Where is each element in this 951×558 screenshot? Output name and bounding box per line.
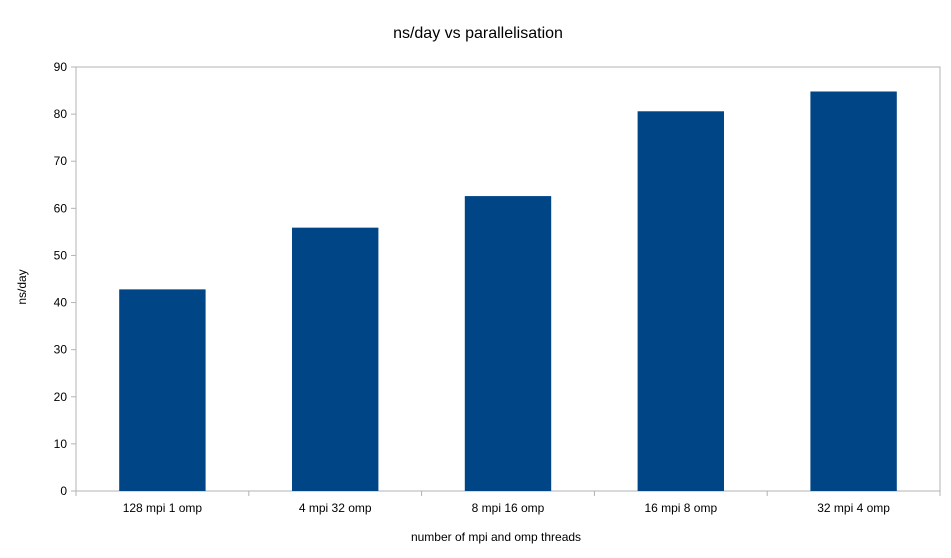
- chart-title: ns/day vs parallelisation: [393, 25, 563, 42]
- y-axis-label: ns/day: [15, 269, 29, 304]
- x-tick-label: 16 mpi 8 omp: [644, 501, 717, 515]
- bar: [292, 227, 379, 491]
- bar: [464, 196, 552, 491]
- bar: [810, 91, 897, 492]
- y-tick-label: 30: [54, 343, 68, 357]
- x-axis-label: number of mpi and omp threads: [411, 530, 581, 544]
- y-tick-label: 70: [54, 154, 68, 168]
- x-tick-label: 128 mpi 1 omp: [123, 501, 203, 515]
- y-tick-label: 10: [54, 437, 68, 451]
- bar: [637, 111, 724, 491]
- x-tick-label: 32 mpi 4 omp: [817, 501, 890, 515]
- y-tick-label: 0: [60, 484, 67, 498]
- x-tick-label: 8 mpi 16 omp: [472, 501, 545, 515]
- plot-area: 0 10 20 30 40 50 60 70 80 90 128 mpi 1 omp 4 mpi 32…: [54, 60, 941, 515]
- y-tick-label: 90: [54, 60, 68, 74]
- y-tick-label: 50: [54, 248, 68, 262]
- bar: [119, 289, 206, 491]
- y-tick-label: 60: [54, 201, 68, 215]
- y-tick-label: 80: [54, 107, 68, 121]
- x-tick-label: 4 mpi 32 omp: [299, 501, 372, 515]
- y-tick-label: 40: [54, 296, 68, 310]
- y-tick-label: 20: [54, 390, 68, 404]
